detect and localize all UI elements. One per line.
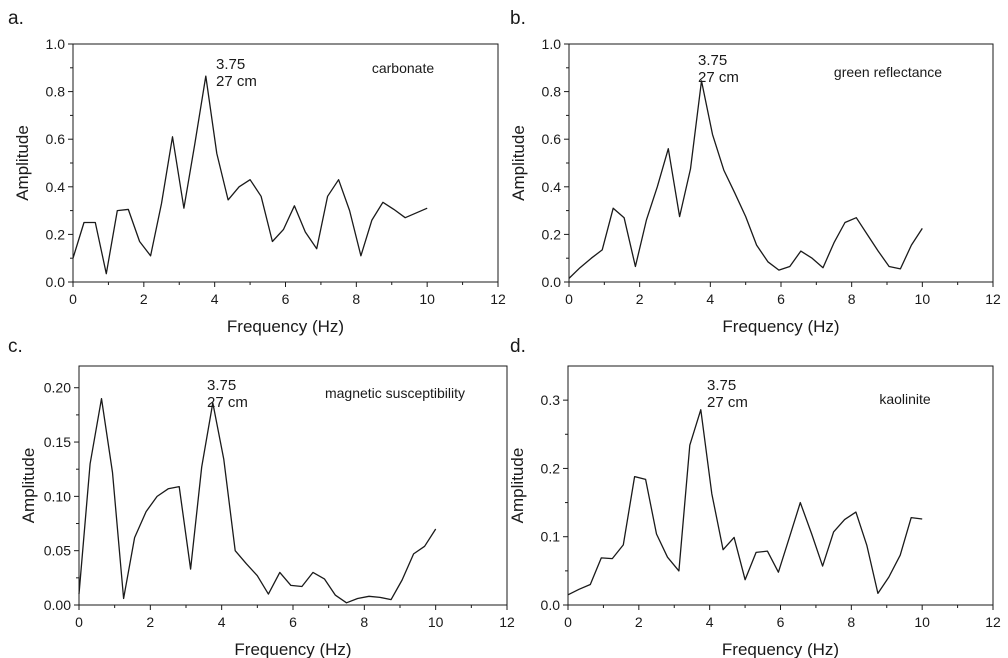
y-tick-label: 0.3	[541, 392, 561, 408]
x-tick-label: 10	[914, 614, 930, 630]
series-line	[78, 397, 437, 604]
x-tick-label: 12	[499, 614, 515, 630]
series-line	[72, 75, 428, 275]
y-tick-label: 0.00	[44, 597, 71, 613]
x-tick-label: 12	[985, 614, 1001, 630]
x-tick-label: 0	[69, 291, 77, 307]
y-tick-label: 0.05	[44, 543, 71, 559]
x-tick-label: 6	[777, 614, 785, 630]
peak-annotation: 3.75	[216, 56, 245, 73]
y-tick-label: 0.0	[541, 597, 561, 613]
chart-panel-2: b. 0 2 4 6 8 10 12 0.0 0.2 0.4 0.6 0.8 1.0 Frequency (…	[509, 8, 1001, 336]
x-tick-label: 2	[146, 614, 154, 630]
y-tick-label: 1.0	[46, 36, 66, 52]
x-axis-title: Frequency (Hz)	[227, 317, 344, 336]
y-axis-title: Amplitude	[13, 125, 32, 201]
y-tick-label: 0.0	[542, 274, 562, 290]
y-axis-title: Amplitude	[509, 125, 528, 201]
x-axis-title: Frequency (Hz)	[722, 317, 839, 336]
x-tick-label: 12	[985, 291, 1001, 307]
x-tick-label: 0	[565, 291, 573, 307]
panel-label: c.	[8, 336, 23, 357]
y-tick-label: 0.6	[542, 131, 562, 147]
x-tick-label: 8	[360, 614, 368, 630]
panel-label: d.	[510, 336, 526, 357]
x-tick-label: 8	[848, 291, 856, 307]
x-tick-label: 10	[419, 291, 435, 307]
x-tick-label: 8	[847, 614, 855, 630]
peak-annotation: 27 cm	[216, 73, 257, 90]
y-tick-label: 0.4	[46, 179, 66, 195]
x-tick-label: 0	[564, 614, 572, 630]
x-axis-title: Frequency (Hz)	[234, 640, 351, 658]
y-tick-label: 0.4	[542, 179, 562, 195]
series-name-label: magnetic susceptibility	[325, 385, 465, 401]
y-tick-label: 0.8	[46, 84, 66, 100]
x-tick-label: 10	[428, 614, 444, 630]
y-tick-label: 0.10	[44, 488, 71, 504]
x-tick-label: 0	[75, 614, 83, 630]
peak-annotation: 3.75	[698, 52, 727, 69]
peak-annotation: 27 cm	[707, 394, 748, 411]
x-tick-label: 4	[218, 614, 226, 630]
x-tick-label: 10	[915, 291, 931, 307]
x-tick-label: 6	[777, 291, 785, 307]
chart-panel-4: d. 0 2 4 6 8 10 12 0.0 0.1 0.2 0.3 Frequency (Hz) Amp…	[508, 336, 1001, 658]
series-name-label: kaolinite	[879, 391, 931, 407]
x-tick-label: 12	[490, 291, 506, 307]
y-tick-label: 0.2	[541, 460, 561, 476]
plot-frame	[78, 365, 508, 606]
panel-label: a.	[8, 8, 24, 29]
y-tick-label: 0.15	[44, 434, 71, 450]
peak-annotation: 3.75	[207, 377, 236, 394]
x-tick-label: 6	[282, 291, 290, 307]
panel-label: b.	[510, 8, 526, 29]
x-tick-label: 2	[140, 291, 148, 307]
chart-panel-3: c. 0 2 4 6 8 10 12 0.00 0.05 0.10 0.15 0.20 Frequency…	[8, 336, 515, 658]
x-tick-label: 4	[211, 291, 219, 307]
series-name-label: carbonate	[372, 60, 434, 76]
chart-panel-1: a. 0 2 4 6 8 10 12 0.0 0.2 0.4 0.6 0.8 1.0 Frequency (…	[8, 8, 506, 336]
x-tick-label: 2	[636, 291, 644, 307]
series-name-label: green reflectance	[834, 64, 942, 80]
peak-annotation: 27 cm	[207, 394, 248, 411]
plot-frame	[72, 43, 499, 283]
y-axis-title: Amplitude	[508, 448, 527, 524]
y-tick-label: 0.8	[542, 84, 562, 100]
series-line	[567, 409, 923, 596]
y-tick-label: 0.2	[542, 226, 562, 242]
y-tick-label: 0.20	[44, 380, 71, 396]
peak-annotation: 3.75	[707, 377, 736, 394]
y-tick-label: 0.6	[46, 131, 66, 147]
series-line	[568, 80, 923, 279]
y-tick-label: 0.1	[541, 529, 561, 545]
x-tick-label: 8	[352, 291, 360, 307]
x-axis-title: Frequency (Hz)	[722, 640, 839, 658]
peak-annotation: 27 cm	[698, 69, 739, 86]
x-tick-label: 4	[706, 614, 714, 630]
x-tick-label: 4	[706, 291, 714, 307]
x-tick-label: 2	[635, 614, 643, 630]
x-tick-label: 6	[289, 614, 297, 630]
y-axis-title: Amplitude	[19, 448, 38, 524]
y-tick-label: 0.2	[46, 226, 66, 242]
y-tick-label: 0.0	[46, 274, 66, 290]
y-tick-label: 1.0	[542, 36, 562, 52]
